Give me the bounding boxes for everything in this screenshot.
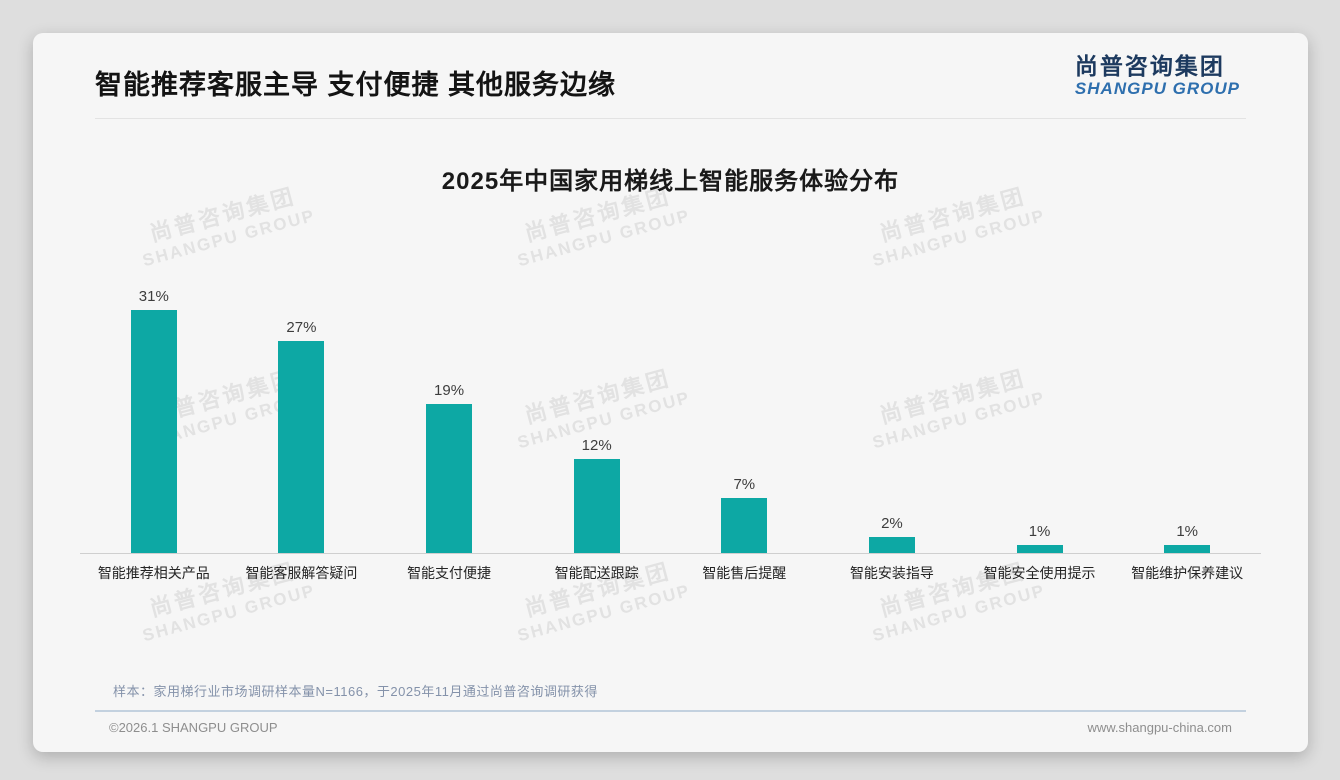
bar xyxy=(868,537,915,553)
bar-value-label: 31% xyxy=(138,288,169,305)
slide-content: 智能推荐客服主导 支付便捷 其他服务边缘 尚普咨询集团 SHANGPU GROU… xyxy=(33,33,1308,752)
header-divider xyxy=(95,118,1246,119)
bar-value-label: 12% xyxy=(581,437,612,454)
copyright-text: ©2026.1 SHANGPU GROUP xyxy=(109,720,278,735)
category-label: 智能支付便捷 xyxy=(407,565,492,581)
bar xyxy=(573,459,620,553)
bar xyxy=(721,498,768,553)
bar-column: 7% xyxy=(671,476,819,553)
bar-value-label: 2% xyxy=(881,515,903,532)
category-label: 智能安全使用提示 xyxy=(983,565,1096,581)
bar-column: 31% xyxy=(80,288,228,553)
bar xyxy=(1164,545,1211,553)
page-title: 智能推荐客服主导 支付便捷 其他服务边缘 xyxy=(95,70,617,100)
bar xyxy=(426,404,473,553)
bar-value-label: 1% xyxy=(1176,523,1199,540)
bar xyxy=(1016,545,1063,553)
bars-row: 31% 27% 19% 12% 7% 2% 1% 1% xyxy=(80,234,1261,554)
header: 智能推荐客服主导 支付便捷 其他服务边缘 尚普咨询集团 SHANGPU GROU… xyxy=(33,33,1308,119)
bar-column: 19% xyxy=(375,382,523,553)
footer-divider xyxy=(95,710,1246,712)
bar-value-label: 1% xyxy=(1028,523,1051,540)
category-label: 智能售后提醒 xyxy=(702,565,787,581)
bar-column: 27% xyxy=(228,319,376,553)
category-label: 智能推荐相关产品 xyxy=(97,565,210,581)
category-label: 智能安装指导 xyxy=(849,565,934,581)
bar xyxy=(130,310,177,553)
sample-note: 样本：家用梯行业市场调研样本量N=1166，于2025年11月通过尚普咨询调研获… xyxy=(113,684,598,699)
bar-chart: 31% 27% 19% 12% 7% 2% 1% 1% 智能推荐相关产品 智能客服解答疑问 智能支… xyxy=(80,234,1261,583)
category-label: 智能配送跟踪 xyxy=(554,565,639,581)
bar-column: 12% xyxy=(523,437,671,553)
chart-title: 2025年中国家用梯线上智能服务体验分布 xyxy=(441,168,900,195)
logo-english-text: SHANGPU GROUP xyxy=(1074,79,1240,98)
slide-card: 尚普咨询集团 SHANGPU GROUP 尚普咨询集团 SHANGPU GROUP 尚普… xyxy=(33,33,1308,752)
logo-chinese-text: 尚普咨询集团 xyxy=(1074,53,1225,79)
website-text: www.shangpu-china.com xyxy=(1087,720,1232,735)
bar-value-label: 27% xyxy=(286,319,317,336)
bar xyxy=(278,341,325,553)
bar-column: 1% xyxy=(966,523,1114,553)
company-logo: 尚普咨询集团 SHANGPU GROUP xyxy=(1075,53,1240,98)
category-labels-row: 智能推荐相关产品 智能客服解答疑问 智能支付便捷 智能配送跟踪 智能售后提醒 智能安装指导… xyxy=(80,563,1261,583)
bar-column: 1% xyxy=(1113,523,1261,553)
footer: ©2026.1 SHANGPU GROUP www.shangpu-china.… xyxy=(109,720,1232,735)
bar-value-label: 7% xyxy=(733,476,756,493)
bar-column: 2% xyxy=(818,515,966,553)
category-label: 智能维护保养建议 xyxy=(1131,565,1244,581)
category-label: 智能客服解答疑问 xyxy=(245,565,358,581)
bar-value-label: 19% xyxy=(434,382,465,399)
